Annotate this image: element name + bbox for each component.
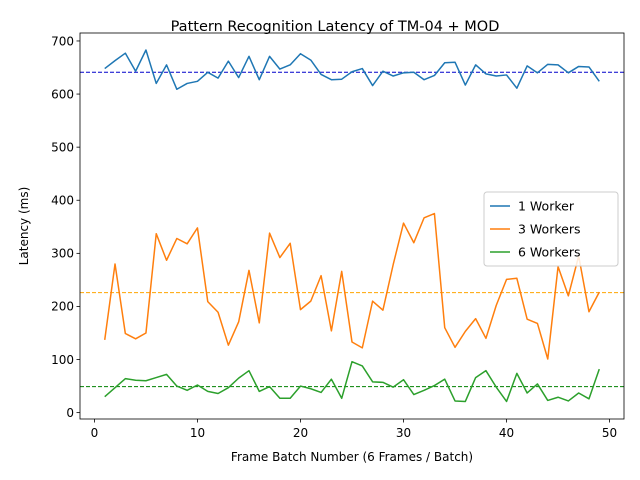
x-tick-label: 40 <box>499 426 514 440</box>
series-lines <box>103 49 600 403</box>
y-axis-label: Latency (ms) <box>17 187 31 266</box>
y-tick-label: 600 <box>51 87 74 101</box>
y-tick-label: 300 <box>51 247 74 261</box>
axes-frame <box>79 32 625 420</box>
x-axis: 0 10 20 30 40 50 <box>91 419 617 440</box>
legend-entry-label: 6 Workers <box>518 245 580 260</box>
x-tick-label: 0 <box>91 426 99 440</box>
legend-box <box>483 191 619 267</box>
series-line-2 <box>103 212 600 360</box>
x-tick-label: 30 <box>396 426 411 440</box>
x-tick-label: 10 <box>190 426 205 440</box>
x-tick-label: 20 <box>293 426 308 440</box>
y-axis: 0 100 200 300 400 500 600 700 <box>51 34 80 420</box>
x-tick-label: 50 <box>602 426 617 440</box>
legend-entry-label: 1 Worker <box>518 199 575 214</box>
y-tick-label: 500 <box>51 140 74 154</box>
series-line-3 <box>104 360 600 403</box>
y-tick-label: 100 <box>51 353 74 367</box>
y-tick-label: 700 <box>51 34 74 48</box>
y-tick-label: 200 <box>51 300 74 314</box>
series-line-1 <box>104 49 600 91</box>
y-tick-label: 400 <box>51 194 74 208</box>
x-axis-label: Frame Batch Number (6 Frames / Batch) <box>231 450 473 464</box>
y-tick-label: 0 <box>66 406 74 420</box>
legend: 1 Worker 3 Workers 6 Workers <box>483 191 619 267</box>
legend-entry-label: 3 Workers <box>518 222 580 237</box>
chart-title: Pattern Recognition Latency of TM-04 + M… <box>171 19 500 35</box>
